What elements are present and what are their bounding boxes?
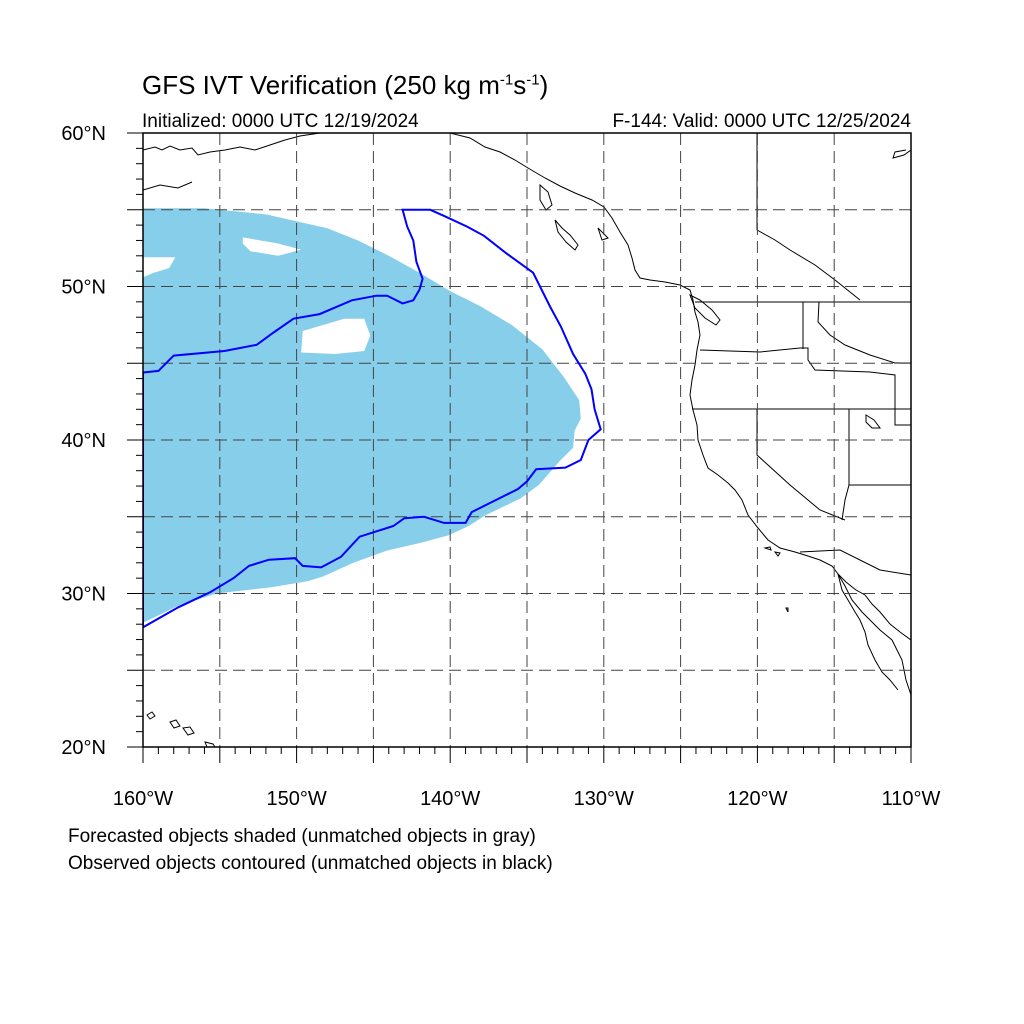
axis-ticks — [127, 132, 912, 763]
lon-label: 120°W — [727, 788, 787, 810]
chart-title: GFS IVT Verification (250 kg m-1s-1) — [142, 70, 549, 100]
lon-label: 150°W — [266, 788, 326, 810]
state-borders — [692, 133, 911, 576]
forecast-object — [143, 208, 581, 623]
init-time: Initialized: 0000 UTC 12/19/2024 — [142, 111, 419, 132]
lon-label: 160°W — [113, 788, 173, 810]
lat-label: 60°N — [61, 123, 106, 145]
lat-label: 50°N — [61, 277, 106, 299]
graticule — [143, 133, 911, 747]
lat-label: 40°N — [61, 430, 106, 452]
lon-label: 110°W — [882, 788, 941, 810]
legend-forecast-note: Forecasted objects shaded (unmatched obj… — [68, 826, 536, 847]
legend-observed-note: Observed objects contoured (unmatched ob… — [68, 853, 553, 874]
lat-label: 30°N — [61, 584, 106, 606]
observed-object — [143, 208, 602, 629]
valid-time: F-144: Valid: 0000 UTC 12/25/2024 — [612, 111, 911, 132]
lon-label: 130°W — [574, 788, 634, 810]
lat-label: 20°N — [61, 737, 106, 759]
coastlines — [143, 133, 911, 747]
lon-label: 140°W — [420, 788, 480, 810]
